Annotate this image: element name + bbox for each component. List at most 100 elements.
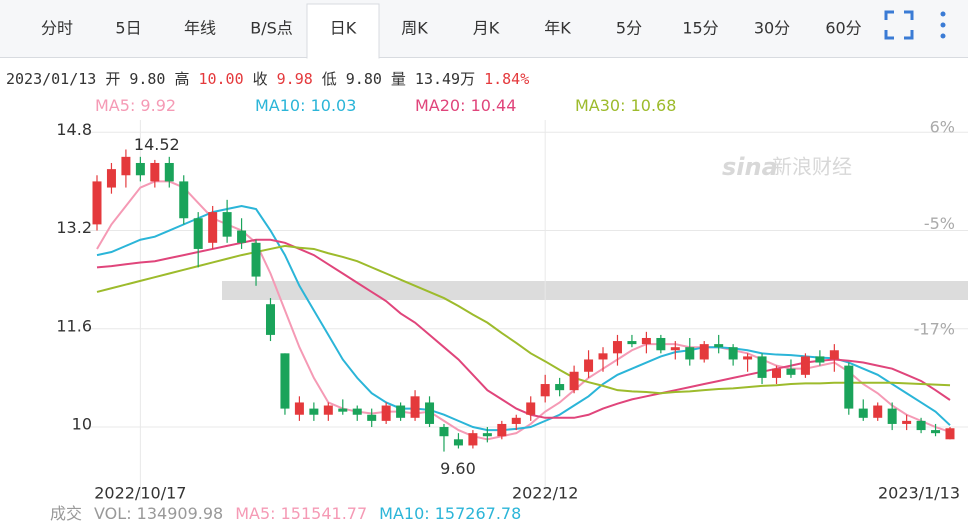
quote-value: 9.98: [277, 70, 313, 88]
candle-body: [222, 212, 232, 237]
candle-body: [338, 408, 348, 412]
y-tick-label: 13.2: [56, 218, 92, 237]
tab[interactable]: 月K: [473, 19, 500, 38]
candle-body: [294, 402, 304, 415]
tab[interactable]: 30分: [754, 19, 790, 38]
legend-entry: MA10: 10.03: [255, 96, 356, 115]
candle-body: [641, 337, 651, 345]
candle-body: [367, 414, 377, 421]
watermark-logo: sina: [722, 153, 778, 181]
candle-body: [670, 347, 680, 351]
legend-sep: :: [460, 96, 470, 115]
candle-body: [482, 433, 492, 437]
candle-body: [453, 439, 463, 446]
tab[interactable]: 周K: [401, 19, 428, 38]
legend-sep: :: [300, 96, 310, 115]
candle-body: [627, 341, 637, 345]
candle-body: [381, 405, 391, 421]
y2-tick-label: -17%: [914, 319, 955, 338]
quote-change: 1.84%: [484, 70, 529, 88]
candle-body: [844, 365, 854, 409]
candle-body: [193, 218, 203, 249]
candle-body: [396, 405, 406, 418]
candle-body: [280, 353, 290, 409]
volume-value: 157267.78: [435, 504, 522, 523]
candle-body: [569, 371, 579, 391]
quote-value: 9.80: [129, 70, 165, 88]
candle-body: [526, 402, 536, 415]
candle-body: [699, 344, 709, 360]
candle-body: [309, 408, 319, 415]
ma-line: [96, 244, 951, 395]
candle-body: [106, 169, 116, 188]
volume-name: MA5: [235, 504, 270, 523]
candle-body: [164, 162, 174, 182]
candle-body: [265, 304, 275, 335]
candle-body: [150, 162, 160, 182]
legend-entry: MA5: 9.92: [95, 96, 176, 115]
candle-body: [757, 356, 767, 378]
legend-value: 10.68: [631, 96, 677, 115]
quote-value: 10.00: [198, 70, 243, 88]
x-tick-label: 2022/10/17: [94, 484, 186, 503]
tab[interactable]: B/S点: [250, 19, 293, 38]
tab[interactable]: 年线: [184, 19, 216, 38]
candle-body: [931, 430, 941, 434]
quote-label: 收: [253, 70, 268, 88]
candle-body: [237, 230, 247, 243]
active-tab-cover: [307, 56, 379, 59]
candle-body: [916, 420, 926, 431]
legend-entry: MA30: 10.68: [575, 96, 676, 115]
candle-body: [945, 428, 955, 440]
legend-name: MA5: [95, 96, 130, 115]
legend-sep: :: [130, 96, 140, 115]
tab[interactable]: 5分: [616, 19, 642, 38]
quote-label: 开: [105, 70, 120, 88]
min-label: 9.60: [440, 459, 476, 478]
volume-sep: :: [270, 504, 280, 523]
candle-body: [135, 162, 145, 176]
candle-body: [584, 359, 594, 372]
candle-body: [439, 427, 449, 437]
quote-line: 2023/01/13 开 9.80 高 10.00 收 9.98 低 9.80 量 13.49万 1.…: [6, 70, 529, 88]
candle-body: [902, 420, 912, 424]
active-tab: [306, 3, 380, 59]
candle-body: [323, 405, 333, 415]
menu-icon[interactable]: [940, 11, 946, 39]
legend-entry: MA20: 10.44: [415, 96, 516, 115]
candle-body: [873, 405, 883, 418]
tab[interactable]: 日K: [330, 19, 357, 38]
y-tick-label: 14.8: [56, 120, 92, 139]
legend-value: 10.44: [471, 96, 517, 115]
legend-value: 9.92: [140, 96, 176, 115]
x-tick-label: 2022/12: [512, 484, 578, 503]
tab[interactable]: 5日: [115, 19, 141, 38]
candle-body: [815, 356, 825, 363]
volume-value: 134909.98: [137, 504, 224, 523]
candle-body: [92, 181, 102, 225]
y2-tick-label: -5%: [924, 214, 955, 233]
ma-line: [96, 204, 951, 432]
legend-sep: :: [620, 96, 630, 115]
candle-body: [208, 212, 218, 243]
tab[interactable]: 15分: [682, 19, 718, 38]
candle-body: [497, 423, 507, 437]
y2-tick-label: 6%: [930, 117, 955, 136]
candle-body: [656, 337, 666, 351]
candle-body: [728, 347, 738, 360]
quote-value: 13.49万: [415, 70, 475, 88]
quote-label: 低: [322, 70, 337, 88]
volume-title: 成交: [50, 504, 82, 523]
tab[interactable]: 分时: [41, 19, 73, 38]
fullscreen-icon[interactable]: [884, 10, 914, 40]
tabs: 分时 5日 年线 B/S点 日K 周K 月K 年K 5分 15分 30分 60分: [41, 3, 862, 59]
candle-body: [786, 368, 796, 375]
tab[interactable]: 60分: [825, 19, 861, 38]
candle-body: [612, 341, 622, 354]
candle-body: [887, 408, 897, 424]
quote-label: 量: [391, 70, 406, 88]
y-tick-label: 10: [72, 415, 92, 434]
volume-name: VOL: [94, 504, 126, 523]
tab[interactable]: 年K: [544, 19, 571, 38]
